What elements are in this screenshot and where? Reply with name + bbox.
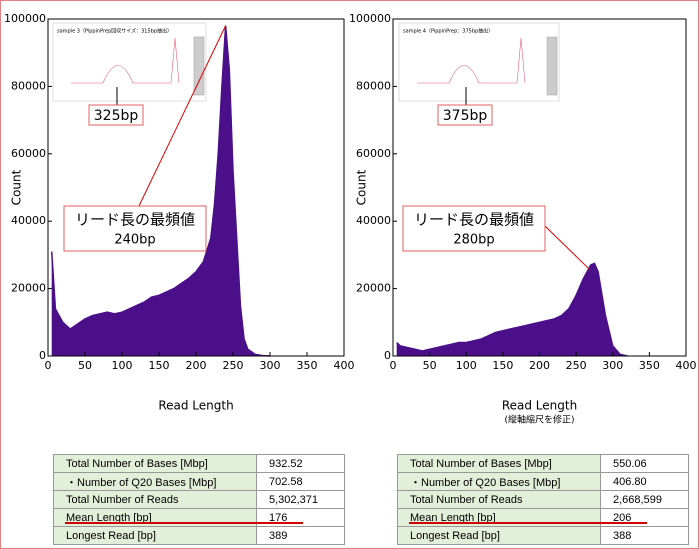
mode-pointer <box>545 226 589 269</box>
mode-pointer <box>139 26 226 206</box>
inset-caption: sample 3（PippinPrep回収サイズ：315bp抽出） <box>57 28 172 35</box>
x-tick-label: 250 <box>223 359 244 372</box>
y-tick-label: 20000 <box>356 282 391 295</box>
inset-label: 375bp <box>443 108 488 124</box>
x-tick-label: 150 <box>149 359 170 372</box>
table-row: ・Number of Q20 Bases [Mbp]406.80 <box>398 473 689 491</box>
x-tick-label: 0 <box>390 359 397 372</box>
inset <box>53 23 206 101</box>
inset-trace <box>71 38 179 83</box>
x-tick-label: 400 <box>676 359 697 372</box>
value-cell: 2,668,599 <box>601 491 689 509</box>
table-row: Longest Read [bp]388 <box>398 527 689 545</box>
inset-label-box <box>438 105 492 125</box>
y-tick-label: 60000 <box>356 147 391 160</box>
value-cell: 702.58 <box>257 473 345 491</box>
mode-box <box>403 206 545 251</box>
y-tick-label: 0 <box>384 349 391 362</box>
mode-box <box>64 206 206 251</box>
label-cell: Longest Read [bp] <box>398 527 601 545</box>
y-axis-label: Count <box>10 169 24 205</box>
x-tick-label: 50 <box>423 359 437 372</box>
x-tick-label: 200 <box>529 359 550 372</box>
label-cell: Total Number of Bases [Mbp] <box>398 455 601 473</box>
x-tick-label: 300 <box>602 359 623 372</box>
plot-frame <box>48 19 344 356</box>
y-tick-label: 20000 <box>11 282 46 295</box>
mode-label: リード長の最頻値 <box>75 211 195 229</box>
inset <box>399 23 559 101</box>
area-fill <box>52 26 270 356</box>
gel-strip <box>547 37 557 95</box>
value-cell: 206 <box>601 509 689 527</box>
x-tick-label: 250 <box>566 359 587 372</box>
table-row: Longest Read [bp]389 <box>54 527 345 545</box>
table-row: Mean Length [bp]176 <box>54 509 345 527</box>
value-cell: 389 <box>257 527 345 545</box>
plot-frame <box>393 19 686 356</box>
value-cell: 5,302,371 <box>257 491 345 509</box>
inset-label-box <box>89 105 143 125</box>
gel-strip <box>194 37 204 95</box>
y-tick-label: 0 <box>39 349 46 362</box>
mode-value: 280bp <box>453 233 494 248</box>
table-row: Total Number of Bases [Mbp]932.52 <box>54 455 345 473</box>
x-tick-label: 300 <box>260 359 281 372</box>
x-tick-label: 200 <box>186 359 207 372</box>
x-tick-label: 350 <box>639 359 660 372</box>
label-cell: Mean Length [bp] <box>398 509 601 527</box>
value-cell: 388 <box>601 527 689 545</box>
y-tick-label: 80000 <box>11 79 46 92</box>
y-tick-label: 100000 <box>4 12 46 25</box>
table-row: Total Number of Bases [Mbp]550.06 <box>398 455 689 473</box>
value-cell: 406.80 <box>601 473 689 491</box>
x-tick-label: 350 <box>297 359 318 372</box>
label-cell: Total Number of Reads <box>54 491 257 509</box>
area-line <box>52 26 270 356</box>
inset-label: 325bp <box>94 108 139 124</box>
x-tick-label: 0 <box>45 359 52 372</box>
table-row: ・Number of Q20 Bases [Mbp]702.58 <box>54 473 345 491</box>
x-axis-label: Read Length <box>158 399 233 413</box>
mode-value: 240bp <box>114 233 155 248</box>
label-cell: ・Number of Q20 Bases [Mbp] <box>398 473 601 491</box>
y-tick-label: 40000 <box>356 214 391 227</box>
inset-trace <box>417 38 525 83</box>
x-tick-label: 100 <box>456 359 477 372</box>
mode-label: リード長の最頻値 <box>414 211 534 229</box>
label-cell: Longest Read [bp] <box>54 527 257 545</box>
y-tick-label: 60000 <box>11 147 46 160</box>
table-row: Mean Length [bp]206 <box>398 509 689 527</box>
x-tick-label: 50 <box>78 359 92 372</box>
y-axis-label: Count <box>355 169 369 205</box>
x-tick-label: 400 <box>334 359 355 372</box>
figure: Total Number of Bases [Mbp]932.52・Number… <box>0 0 699 549</box>
label-cell: Total Number of Reads <box>398 491 601 509</box>
x-tick-label: 150 <box>492 359 513 372</box>
inset-caption: sample 4（PippinPrep：375bp抽出） <box>403 28 493 35</box>
value-cell: 176 <box>257 509 345 527</box>
x-tick-label: 100 <box>112 359 133 372</box>
label-cell: ・Number of Q20 Bases [Mbp] <box>54 473 257 491</box>
x-axis-label: Read Length <box>502 399 577 413</box>
label-cell: Total Number of Bases [Mbp] <box>54 455 257 473</box>
area-fill <box>397 263 628 356</box>
stats-table: Total Number of Bases [Mbp]932.52・Number… <box>53 454 345 545</box>
value-cell: 550.06 <box>601 455 689 473</box>
value-cell: 932.52 <box>257 455 345 473</box>
area-line <box>397 263 628 356</box>
y-tick-label: 80000 <box>356 79 391 92</box>
label-cell: Mean Length [bp] <box>54 509 257 527</box>
y-tick-label: 40000 <box>11 214 46 227</box>
x-axis-note: (縦軸縮尺を修正) <box>504 414 574 426</box>
stats-table: Total Number of Bases [Mbp]550.06・Number… <box>397 454 689 545</box>
y-tick-label: 100000 <box>349 12 391 25</box>
